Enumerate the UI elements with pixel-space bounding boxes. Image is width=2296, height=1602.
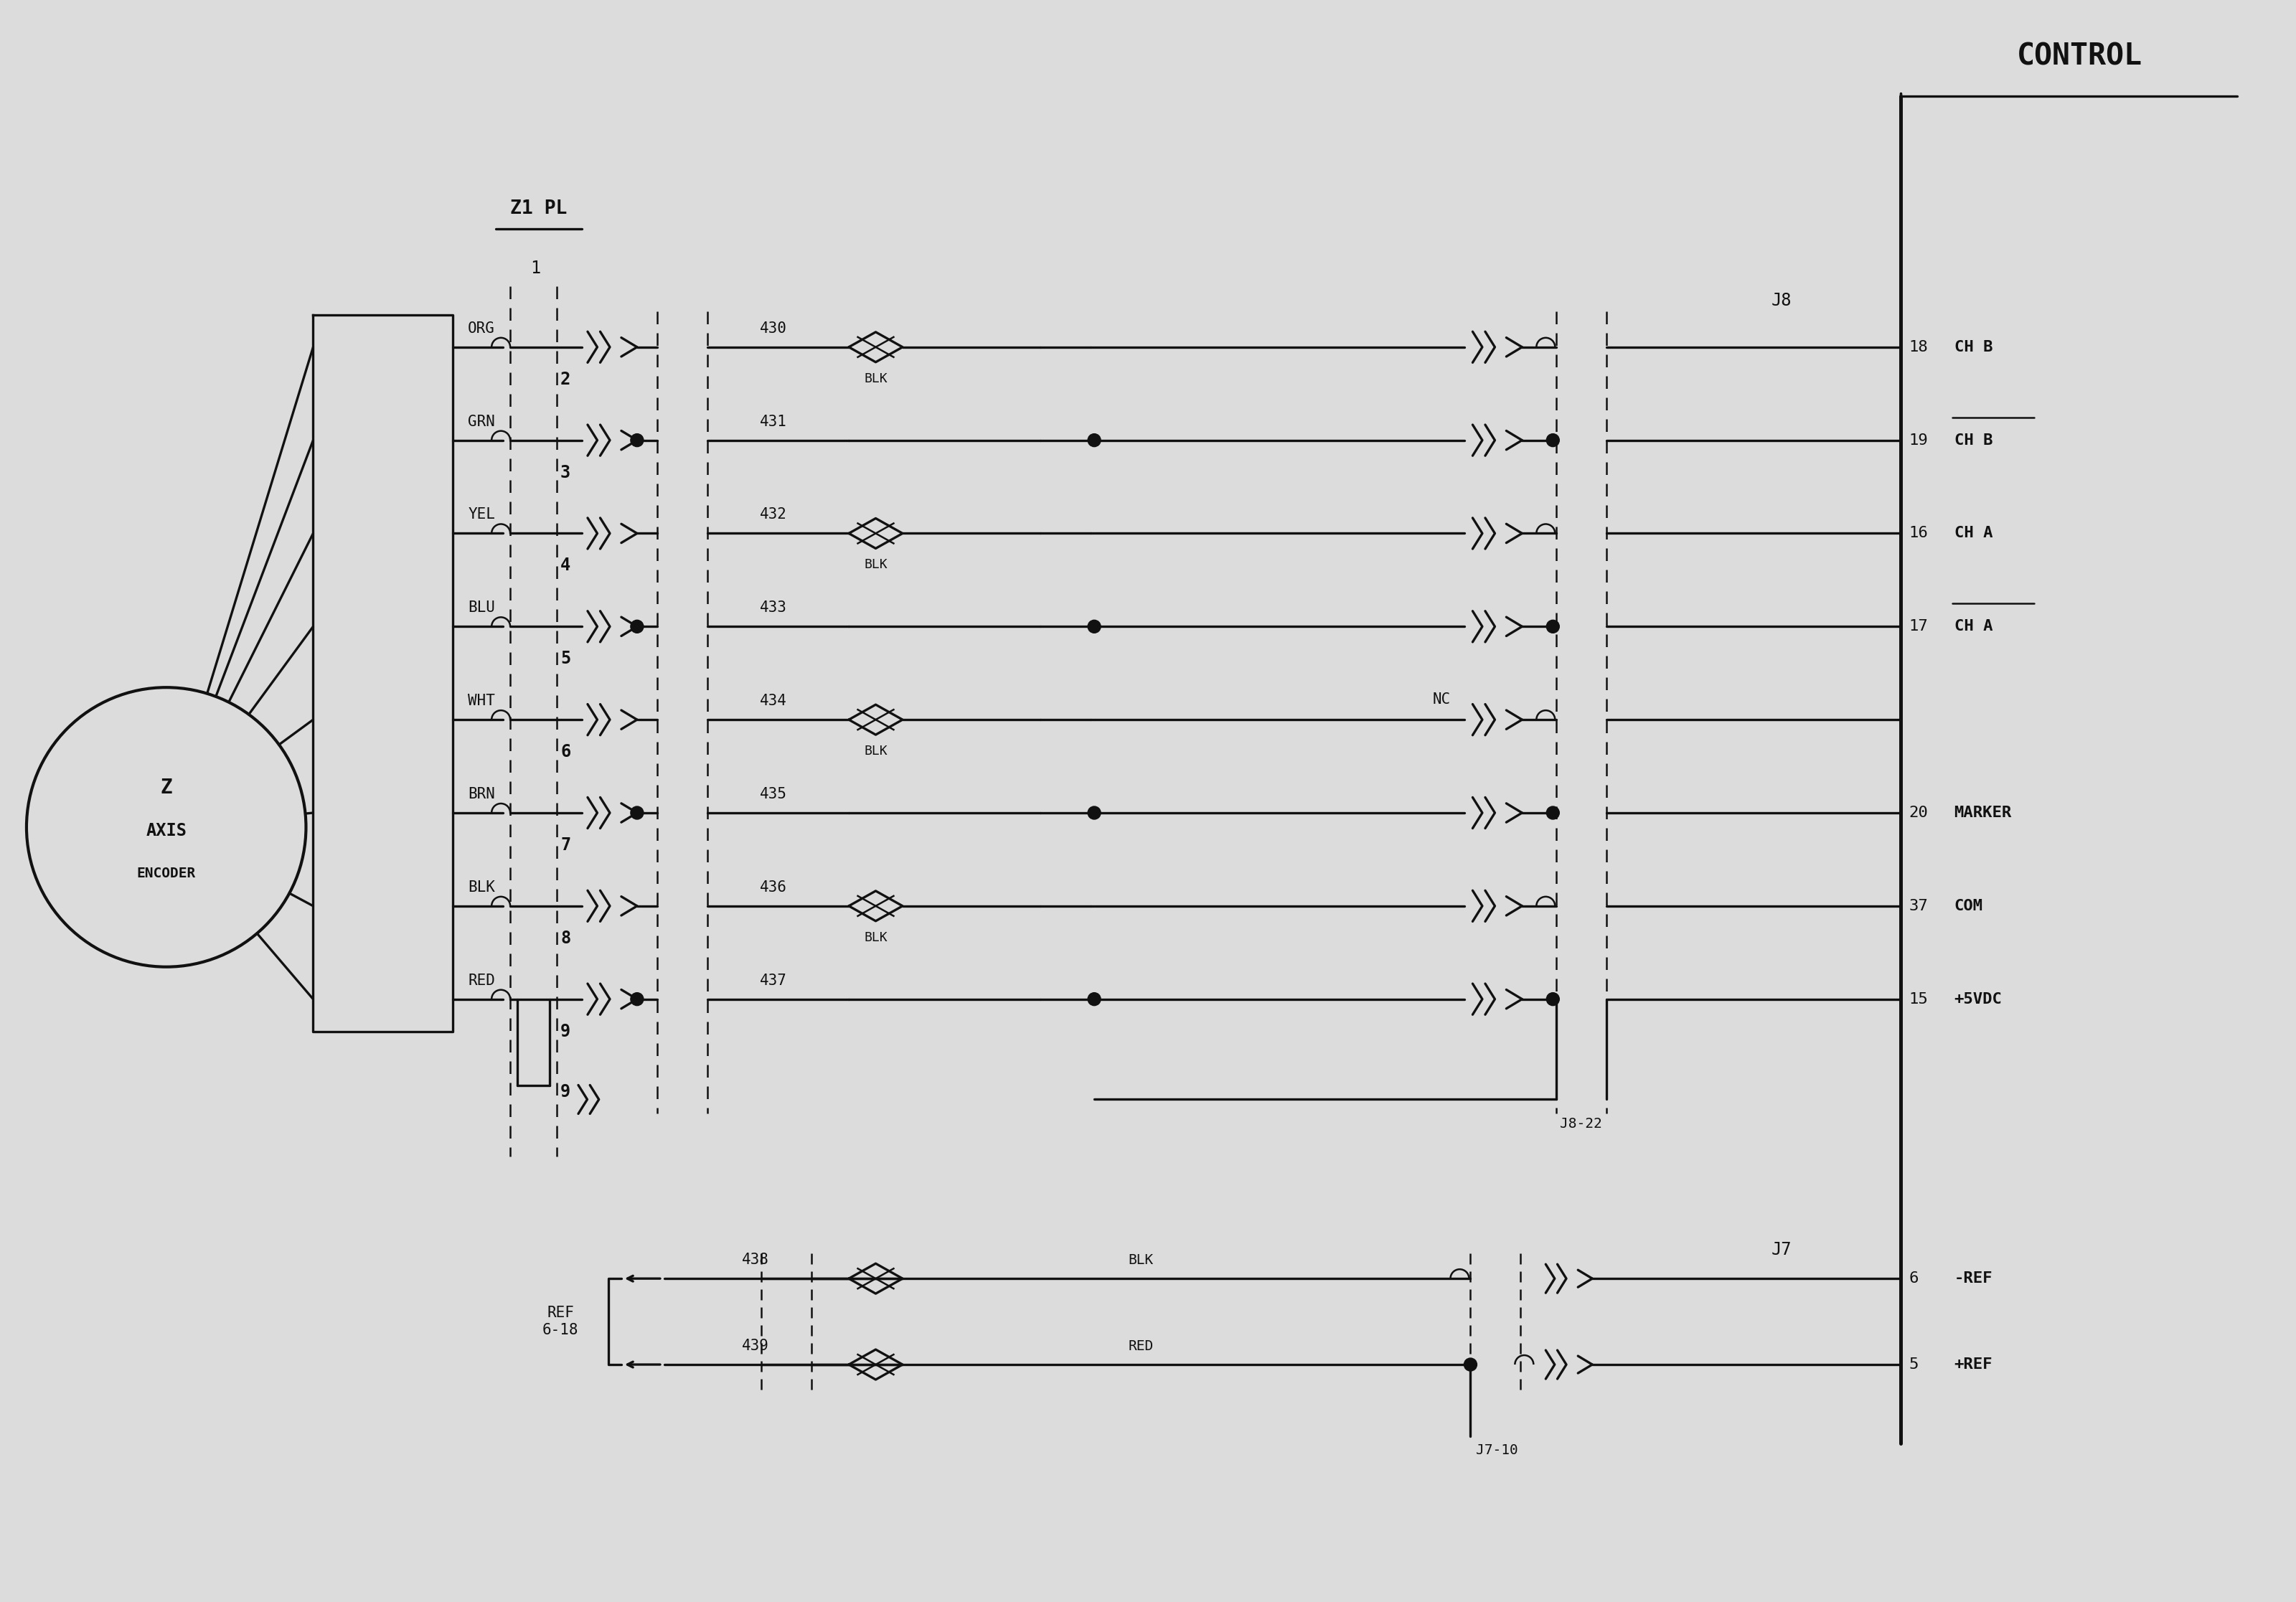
Text: YEL: YEL bbox=[468, 508, 496, 522]
Circle shape bbox=[631, 434, 643, 447]
Text: -REF: -REF bbox=[1954, 1272, 1993, 1286]
Text: Z1 PL: Z1 PL bbox=[510, 200, 567, 218]
Text: MARKER: MARKER bbox=[1954, 806, 2011, 820]
Text: BLK: BLK bbox=[863, 559, 886, 572]
Circle shape bbox=[631, 806, 643, 819]
Text: 437: 437 bbox=[760, 974, 788, 988]
Text: Z: Z bbox=[161, 777, 172, 798]
Text: 15: 15 bbox=[1908, 992, 1929, 1006]
Text: 435: 435 bbox=[760, 787, 788, 801]
Text: 2: 2 bbox=[560, 370, 572, 388]
Circle shape bbox=[631, 620, 643, 633]
Circle shape bbox=[1088, 620, 1100, 633]
Text: GRN: GRN bbox=[468, 415, 496, 429]
Circle shape bbox=[1548, 620, 1559, 633]
Text: +REF: +REF bbox=[1954, 1357, 1993, 1371]
Text: BLK: BLK bbox=[863, 745, 886, 758]
Text: J8-22: J8-22 bbox=[1559, 1117, 1603, 1131]
Text: 436: 436 bbox=[760, 879, 788, 894]
Text: 5: 5 bbox=[1908, 1357, 1919, 1371]
Text: BLK: BLK bbox=[863, 931, 886, 944]
Text: ORG: ORG bbox=[468, 322, 496, 335]
Text: 20: 20 bbox=[1908, 806, 1929, 820]
Text: 9: 9 bbox=[560, 1083, 572, 1101]
Text: 432: 432 bbox=[760, 508, 788, 522]
Text: J7: J7 bbox=[1773, 1242, 1791, 1259]
Text: 18: 18 bbox=[1908, 340, 1929, 354]
Text: J8: J8 bbox=[1773, 292, 1791, 309]
Text: BRN: BRN bbox=[468, 787, 496, 801]
Circle shape bbox=[1465, 1358, 1476, 1371]
Text: J7-10: J7-10 bbox=[1476, 1443, 1518, 1456]
Text: AXIS: AXIS bbox=[147, 822, 186, 839]
Circle shape bbox=[1088, 434, 1100, 447]
Circle shape bbox=[1548, 434, 1559, 447]
Text: 438: 438 bbox=[742, 1253, 769, 1267]
Text: 37: 37 bbox=[1908, 899, 1929, 913]
Text: CONTROL: CONTROL bbox=[2016, 42, 2142, 70]
Text: CH B: CH B bbox=[1954, 340, 1993, 354]
Text: 8: 8 bbox=[560, 929, 572, 947]
Text: BLK: BLK bbox=[863, 372, 886, 384]
Circle shape bbox=[1088, 993, 1100, 1006]
Text: 3: 3 bbox=[560, 465, 572, 481]
Text: CH A: CH A bbox=[1954, 620, 1993, 634]
Circle shape bbox=[1548, 993, 1559, 1006]
Text: BLK: BLK bbox=[1127, 1253, 1153, 1267]
Text: 433: 433 bbox=[760, 601, 788, 615]
Text: NC: NC bbox=[1433, 692, 1451, 706]
Circle shape bbox=[1088, 806, 1100, 819]
Text: 4: 4 bbox=[560, 557, 572, 574]
Text: 439: 439 bbox=[742, 1339, 769, 1354]
Text: CH B: CH B bbox=[1954, 433, 1993, 447]
Text: BLK: BLK bbox=[468, 879, 496, 894]
Circle shape bbox=[631, 993, 643, 1006]
Text: BLU: BLU bbox=[468, 601, 496, 615]
Text: REF
6-18: REF 6-18 bbox=[542, 1306, 579, 1338]
Text: 7: 7 bbox=[560, 836, 572, 854]
Text: 6: 6 bbox=[560, 743, 572, 761]
Text: WHT: WHT bbox=[468, 694, 496, 708]
Text: 1: 1 bbox=[530, 260, 540, 277]
Text: 434: 434 bbox=[760, 694, 788, 708]
Text: CH A: CH A bbox=[1954, 525, 1993, 540]
Text: RED: RED bbox=[1127, 1339, 1153, 1354]
Text: 17: 17 bbox=[1908, 620, 1929, 634]
Text: 16: 16 bbox=[1908, 525, 1929, 540]
Text: ENCODER: ENCODER bbox=[138, 867, 195, 881]
Circle shape bbox=[1548, 806, 1559, 819]
Text: 19: 19 bbox=[1908, 433, 1929, 447]
Text: COM: COM bbox=[1954, 899, 1984, 913]
Text: 9: 9 bbox=[560, 1022, 572, 1040]
Text: 5: 5 bbox=[560, 650, 572, 668]
Text: 430: 430 bbox=[760, 322, 788, 335]
Text: 431: 431 bbox=[760, 415, 788, 429]
Text: +5VDC: +5VDC bbox=[1954, 992, 2002, 1006]
Text: RED: RED bbox=[468, 974, 496, 988]
Text: 6: 6 bbox=[1908, 1272, 1919, 1286]
